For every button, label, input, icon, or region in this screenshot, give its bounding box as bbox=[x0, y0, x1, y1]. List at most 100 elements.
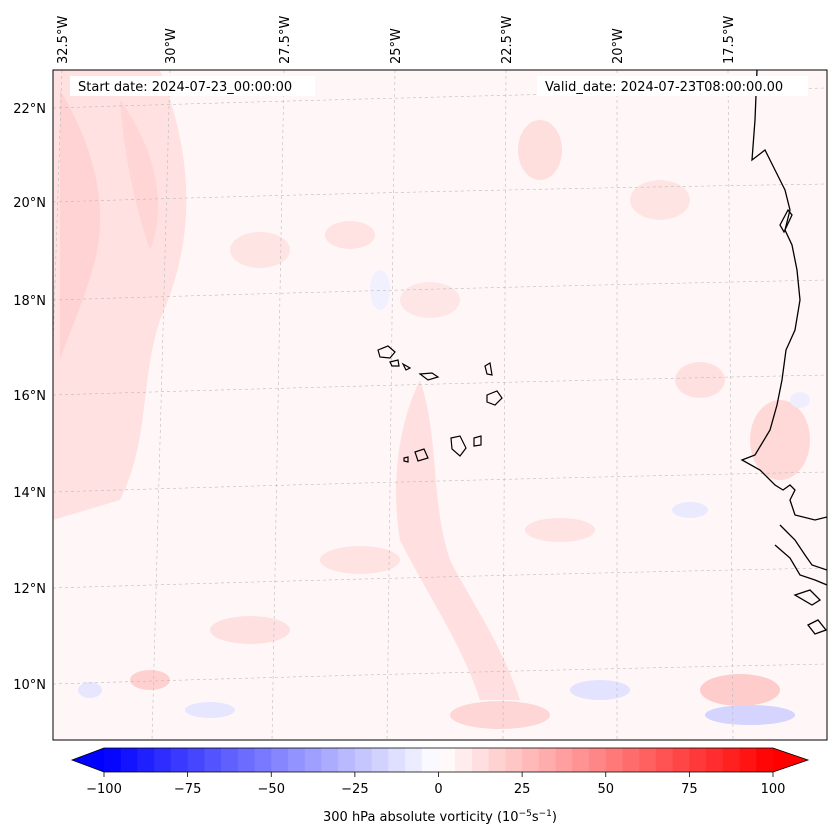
colorbar-bin bbox=[689, 748, 707, 772]
colorbar-bin bbox=[522, 748, 540, 772]
latitude-label: 20°N bbox=[13, 196, 46, 211]
colorbar-label-close: ) bbox=[552, 810, 557, 825]
positive-vorticity-streak bbox=[120, 100, 159, 250]
colorbar-tick-label: −75 bbox=[174, 782, 201, 797]
colorbar-label-exponent-2: −1 bbox=[539, 809, 552, 819]
island-sao-vicente bbox=[389, 359, 400, 367]
colorbar-bin bbox=[739, 748, 757, 772]
island-sal bbox=[484, 362, 493, 376]
colorbar-high-extend-arrow bbox=[773, 748, 808, 772]
cape-verde-islands bbox=[377, 345, 503, 463]
colorbar-tick-label: −50 bbox=[258, 782, 285, 797]
island-fogo bbox=[414, 448, 429, 462]
negative-patch bbox=[672, 502, 708, 518]
coast-detail bbox=[774, 544, 827, 586]
colorbar: −100 −75 −50 −25 0 25 50 75 100 300 hPa absolute… bbox=[70, 747, 810, 825]
west-africa-coast bbox=[740, 70, 827, 521]
start-date-box bbox=[70, 76, 315, 96]
latitude-label: 14°N bbox=[13, 486, 46, 501]
coast-detail bbox=[779, 208, 793, 234]
colorbar-bin bbox=[455, 748, 473, 772]
map-frame bbox=[52, 69, 828, 741]
colorbar-label-exponent: −5 bbox=[519, 809, 532, 819]
island-santa-luzia bbox=[401, 362, 412, 371]
colorbar-label-main: 300 hPa absolute vorticity (10 bbox=[323, 810, 519, 825]
longitude-label: 32.5°W bbox=[56, 16, 71, 64]
parallel-16n bbox=[53, 374, 827, 396]
longitude-label: 25°W bbox=[389, 28, 404, 64]
parallel-18n bbox=[53, 279, 827, 301]
colorbar-bin bbox=[321, 748, 339, 772]
colorbar-bin bbox=[589, 748, 607, 772]
negative-patch bbox=[370, 270, 390, 310]
colorbar-low-extend-arrow bbox=[72, 748, 104, 772]
colorbar-bins bbox=[104, 748, 774, 772]
colorbar-bin bbox=[488, 748, 506, 772]
longitude-label: 30°W bbox=[164, 28, 179, 64]
positive-patch bbox=[700, 674, 780, 706]
positive-vorticity-core-west bbox=[60, 90, 101, 360]
start-date-label: Start date: 2024-07-23_00:00:00 bbox=[78, 80, 292, 95]
colorbar-bin bbox=[639, 748, 657, 772]
graticule bbox=[53, 70, 827, 740]
colorbar-bin bbox=[221, 748, 239, 772]
colorbar-bin bbox=[170, 748, 189, 772]
positive-patch bbox=[675, 362, 725, 398]
parallel-22n bbox=[53, 87, 827, 109]
longitude-label: 20°W bbox=[611, 28, 626, 64]
positive-patch bbox=[518, 120, 562, 180]
colorbar-tick-label: −25 bbox=[341, 782, 368, 797]
colorbar-label-unit: s bbox=[532, 810, 539, 825]
coast-island bbox=[793, 589, 822, 606]
longitude-label: 22.5°W bbox=[500, 16, 515, 64]
latitude-label: 10°N bbox=[13, 678, 46, 693]
island-brava bbox=[403, 456, 409, 463]
latitude-label: 22°N bbox=[13, 102, 46, 117]
coastline bbox=[740, 70, 827, 635]
colorbar-bin bbox=[555, 748, 573, 772]
colorbar-bin bbox=[237, 748, 255, 772]
positive-patch bbox=[630, 180, 690, 220]
colorbar-bin bbox=[388, 748, 406, 772]
colorbar-bin bbox=[187, 748, 205, 772]
longitude-label: 17.5°W bbox=[722, 16, 737, 64]
colorbar-bin bbox=[405, 748, 423, 772]
colorbar-tick-label: 50 bbox=[597, 782, 614, 797]
meridian-27-5w bbox=[271, 70, 285, 740]
meridian-17-5w bbox=[727, 70, 734, 740]
colorbar-tick-label: 75 bbox=[681, 782, 698, 797]
positive-patch bbox=[230, 232, 290, 268]
parallel-10n bbox=[53, 663, 827, 685]
map-panel: Start date: 2024-07-23_00:00:00 Valid_da… bbox=[52, 69, 828, 741]
island-maio bbox=[473, 435, 482, 447]
parallel-12n bbox=[53, 567, 827, 589]
colorbar-label: 300 hPa absolute vorticity (10−5s−1) bbox=[323, 809, 557, 825]
positive-patch bbox=[450, 701, 550, 729]
positive-vorticity-band-central bbox=[396, 380, 520, 700]
positive-patch bbox=[400, 282, 460, 318]
colorbar-bin bbox=[722, 748, 740, 772]
colorbar-bin bbox=[354, 748, 372, 772]
colorbar-bin bbox=[254, 748, 272, 772]
parallel-14n bbox=[53, 471, 827, 493]
latitude-label: 12°N bbox=[13, 582, 46, 597]
colorbar-ticks: −100 −75 −50 −25 0 25 50 75 100 bbox=[86, 772, 785, 797]
colorbar-bin bbox=[706, 748, 724, 772]
latitude-label: 16°N bbox=[13, 389, 46, 404]
colorbar-bin bbox=[538, 748, 556, 772]
colorbar-bin bbox=[304, 748, 322, 772]
colorbar-tick-label: −100 bbox=[86, 782, 122, 797]
colorbar-bin bbox=[371, 748, 389, 772]
colorbar-bin bbox=[572, 748, 590, 772]
colorbar-bin bbox=[120, 748, 138, 772]
colorbar-bin bbox=[338, 748, 356, 772]
colorbar-bin bbox=[204, 748, 222, 772]
positive-patch bbox=[210, 616, 290, 644]
colorbar-tick-label: 25 bbox=[514, 782, 531, 797]
colorbar-tick-label: 100 bbox=[761, 782, 786, 797]
meridian-25w bbox=[386, 70, 396, 740]
island-sao-nicolau bbox=[418, 372, 440, 381]
meridian-22-5w bbox=[502, 70, 507, 740]
negative-patch bbox=[790, 392, 810, 408]
